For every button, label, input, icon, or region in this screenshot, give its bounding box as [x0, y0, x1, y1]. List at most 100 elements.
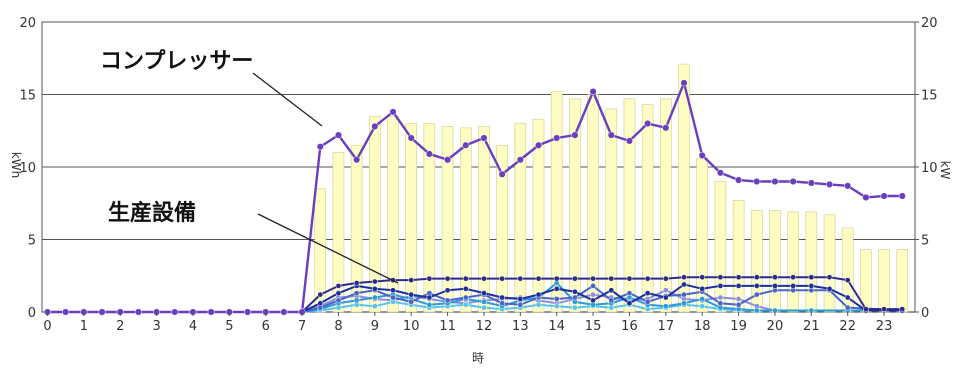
x-tick-label-9: 9	[371, 319, 379, 334]
x-tick-label-22: 22	[839, 319, 856, 334]
series-2-point-14	[535, 291, 542, 298]
series-2-point-19	[626, 300, 633, 307]
series-0-point-36	[698, 151, 706, 159]
series-0-point-35	[680, 79, 688, 87]
x-tick-label-1: 1	[80, 319, 88, 334]
series-1-point-37	[717, 274, 724, 281]
series-2-point-26	[753, 283, 760, 289]
y-right-axis-title: kW	[938, 161, 952, 180]
y-right-tick-label-4: 20	[921, 16, 938, 31]
series-1-point-43	[826, 274, 833, 281]
x-tick-label-2: 2	[116, 319, 124, 334]
bar-27	[805, 211, 818, 313]
series-2-point-10	[462, 285, 469, 292]
series-1-point-47	[899, 306, 906, 312]
series-3-point-7	[408, 299, 415, 305]
y-right-tick-label-2: 10	[921, 161, 938, 176]
series-1-point-31	[608, 275, 615, 282]
series-3-point-9	[444, 297, 451, 304]
series-5-point-16	[572, 304, 578, 311]
series-3-point-12	[499, 300, 505, 307]
x-tick-label-16: 16	[621, 319, 638, 334]
series-0-point-24	[480, 134, 488, 142]
series-1-point-36	[699, 274, 706, 281]
series-3-point-20	[644, 299, 651, 305]
series-3-point-3	[335, 297, 342, 304]
series-0-point-18	[371, 122, 379, 130]
y-left-tick-label-2: 10	[19, 161, 36, 176]
series-2-point-27	[772, 283, 778, 289]
series-0-point-25	[498, 170, 506, 178]
x-tick-label-21: 21	[803, 319, 820, 334]
y-left-tick-label-3: 15	[19, 89, 36, 104]
bar-11	[514, 123, 527, 313]
bar-26	[787, 211, 799, 313]
series-0-point-44	[844, 182, 852, 190]
series-0-point-15	[316, 143, 324, 151]
x-tick-label-8: 8	[334, 319, 342, 334]
bar-31	[878, 249, 890, 313]
series-0-point-32	[625, 137, 634, 145]
series-3-point-18	[608, 297, 615, 304]
series-2-point-21	[662, 294, 669, 301]
series-0-point-29	[571, 131, 579, 139]
annotation-compressor: コンプレッサー	[100, 49, 253, 74]
annotation-compressor-leader	[252, 72, 323, 127]
series-1-point-46	[881, 306, 887, 312]
series-2-point-24	[717, 283, 724, 289]
series-2-point-29	[808, 283, 815, 289]
series-2-point-17	[590, 297, 596, 304]
series-2-point-31	[844, 294, 851, 301]
series-0-point-26	[516, 156, 524, 164]
series-1-point-44	[844, 277, 851, 283]
series-4-point-8	[426, 301, 433, 308]
series-3-point-22	[681, 291, 687, 298]
series-1-point-41	[790, 274, 796, 281]
series-0-point-7	[171, 308, 179, 316]
series-1-point-30	[590, 275, 596, 282]
bar-6	[423, 123, 436, 313]
series-1-point-24	[481, 275, 487, 282]
series-1-point-21	[426, 275, 433, 282]
series-2-point-28	[790, 283, 796, 289]
x-tick-label-5: 5	[225, 319, 233, 334]
bar-12	[532, 118, 545, 313]
series-5-point-5	[371, 303, 378, 310]
series-0-point-22	[444, 156, 452, 164]
x-tick-label-13: 13	[512, 319, 529, 334]
x-tick-label-11: 11	[439, 319, 456, 334]
series-3-point-26	[753, 291, 760, 298]
series-2-point-12	[499, 294, 505, 301]
series-1-point-25	[499, 275, 505, 282]
bar-8	[459, 127, 472, 313]
series-1-point-28	[553, 275, 560, 282]
series-3-point-31	[844, 304, 851, 311]
series-1-point-45	[863, 306, 869, 312]
series-3-point-13	[517, 301, 524, 308]
annotation-production-leader	[257, 213, 399, 284]
series-1-point-33	[644, 275, 651, 282]
series-3-point-6	[390, 294, 396, 301]
series-6-point-24	[717, 294, 724, 301]
series-0-point-34	[662, 124, 670, 132]
series-2-point-9	[444, 287, 451, 294]
x-axis-title: 時	[472, 351, 484, 365]
series-2-point-22	[681, 281, 687, 288]
x-tick-label-6: 6	[262, 319, 270, 334]
series-1-point-18	[371, 278, 378, 285]
series-0-point-16	[334, 131, 343, 139]
series-0-point-9	[207, 308, 215, 316]
series-0-point-30	[589, 88, 597, 96]
series-0-point-19	[389, 108, 397, 116]
series-3-point-10	[462, 294, 469, 301]
series-0-point-47	[898, 192, 906, 200]
y-left-tick-label-4: 20	[19, 16, 36, 31]
series-6-point-25	[735, 296, 742, 302]
x-tick-label-10: 10	[403, 319, 420, 334]
series-1-point-22	[444, 275, 451, 282]
series-5-point-10	[462, 301, 469, 308]
series-1-point-29	[572, 275, 578, 282]
series-5-point-11	[481, 304, 487, 311]
y-left-tick-label-1: 5	[28, 234, 36, 249]
series-5-point-15	[553, 303, 560, 310]
